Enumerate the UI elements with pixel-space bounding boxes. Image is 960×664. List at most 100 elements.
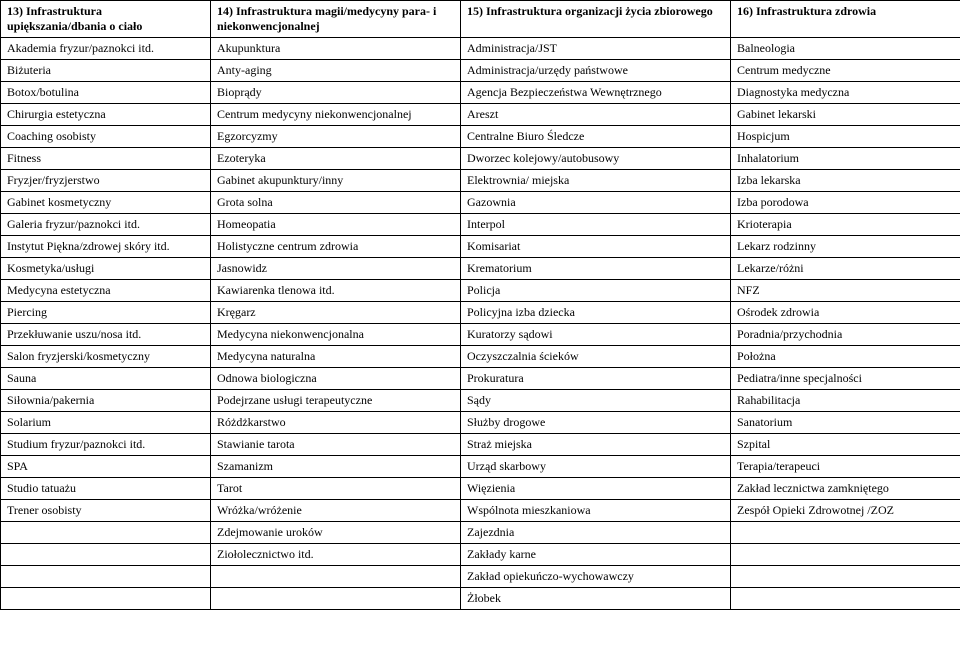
table-row: BiżuteriaAnty-agingAdministracja/urzędy … bbox=[1, 60, 960, 82]
table-cell bbox=[1, 522, 211, 544]
table-cell: Urząd skarbowy bbox=[461, 456, 731, 478]
table-cell: Tarot bbox=[211, 478, 461, 500]
table-cell: Izba porodowa bbox=[731, 192, 960, 214]
table-row: Żłobek bbox=[1, 588, 960, 610]
table-cell bbox=[211, 588, 461, 610]
table-cell: Służby drogowe bbox=[461, 412, 731, 434]
table-cell: Zakłady karne bbox=[461, 544, 731, 566]
table-cell: Przekłuwanie uszu/nosa itd. bbox=[1, 324, 211, 346]
table-cell: Zakład opiekuńczo-wychowawczy bbox=[461, 566, 731, 588]
table-cell: Gabinet kosmetyczny bbox=[1, 192, 211, 214]
table-cell: Dworzec kolejowy/autobusowy bbox=[461, 148, 731, 170]
table-cell: Inhalatorium bbox=[731, 148, 960, 170]
table-row: Zdejmowanie urokówZajezdnia bbox=[1, 522, 960, 544]
table-row: Przekłuwanie uszu/nosa itd.Medycyna niek… bbox=[1, 324, 960, 346]
col-header-1: 13) Infrastruktura upiększania/dbania o … bbox=[1, 1, 211, 38]
table-cell: Kosmetyka/usługi bbox=[1, 258, 211, 280]
col-header-2: 14) Infrastruktura magii/medycyny para- … bbox=[211, 1, 461, 38]
table-cell: Balneologia bbox=[731, 38, 960, 60]
table-cell: Zakład lecznictwa zamkniętego bbox=[731, 478, 960, 500]
table-row: Zakład opiekuńczo-wychowawczy bbox=[1, 566, 960, 588]
table-cell: Rahabilitacja bbox=[731, 390, 960, 412]
table-cell: Policyjna izba dziecka bbox=[461, 302, 731, 324]
table-cell: Homeopatia bbox=[211, 214, 461, 236]
table-cell: Szpital bbox=[731, 434, 960, 456]
table-cell: Gazownia bbox=[461, 192, 731, 214]
table-cell: Wspólnota mieszkaniowa bbox=[461, 500, 731, 522]
table-cell: Botox/botulina bbox=[1, 82, 211, 104]
table-cell: Wróżka/wróżenie bbox=[211, 500, 461, 522]
table-cell: Policja bbox=[461, 280, 731, 302]
table-cell: Szamanizm bbox=[211, 456, 461, 478]
table-cell bbox=[1, 566, 211, 588]
table-cell: Agencja Bezpieczeństwa Wewnętrznego bbox=[461, 82, 731, 104]
table-row: Fryzjer/fryzjerstwoGabinet akupunktury/i… bbox=[1, 170, 960, 192]
table-cell bbox=[211, 566, 461, 588]
table-cell: Centrum medyczne bbox=[731, 60, 960, 82]
table-row: Gabinet kosmetycznyGrota solnaGazowniaIz… bbox=[1, 192, 960, 214]
table-cell: Kawiarenka tlenowa itd. bbox=[211, 280, 461, 302]
table-cell: Solarium bbox=[1, 412, 211, 434]
table-cell: Centrum medycyny niekonwencjonalnej bbox=[211, 104, 461, 126]
table-cell: Akademia fryzur/paznokci itd. bbox=[1, 38, 211, 60]
table-cell: Studio tatuażu bbox=[1, 478, 211, 500]
table-cell bbox=[1, 588, 211, 610]
table-cell: Zajezdnia bbox=[461, 522, 731, 544]
table-cell: Administracja/JST bbox=[461, 38, 731, 60]
table-cell: Ziołolecznictwo itd. bbox=[211, 544, 461, 566]
table-cell bbox=[731, 544, 960, 566]
table-cell: Instytut Piękna/zdrowej skóry itd. bbox=[1, 236, 211, 258]
table-cell: Sądy bbox=[461, 390, 731, 412]
table-cell: NFZ bbox=[731, 280, 960, 302]
table-cell: SPA bbox=[1, 456, 211, 478]
table-cell: Administracja/urzędy państwowe bbox=[461, 60, 731, 82]
table-cell: Diagnostyka medyczna bbox=[731, 82, 960, 104]
table-cell: Zdejmowanie uroków bbox=[211, 522, 461, 544]
table-cell: Siłownia/pakernia bbox=[1, 390, 211, 412]
table-row: SolariumRóżdżkarstwoSłużby drogoweSanato… bbox=[1, 412, 960, 434]
table-row: Coaching osobistyEgzorcyzmyCentralne Biu… bbox=[1, 126, 960, 148]
table-cell: Biżuteria bbox=[1, 60, 211, 82]
table-cell: Stawianie tarota bbox=[211, 434, 461, 456]
table-cell: Odnowa biologiczna bbox=[211, 368, 461, 390]
table-cell: Interpol bbox=[461, 214, 731, 236]
table-cell: Trener osobisty bbox=[1, 500, 211, 522]
table-cell: Anty-aging bbox=[211, 60, 461, 82]
table-row: Trener osobistyWróżka/wróżenieWspólnota … bbox=[1, 500, 960, 522]
table-row: Ziołolecznictwo itd.Zakłady karne bbox=[1, 544, 960, 566]
table-row: Salon fryzjerski/kosmetycznyMedycyna nat… bbox=[1, 346, 960, 368]
table-cell: Oczyszczalnia ścieków bbox=[461, 346, 731, 368]
table-cell: Kuratorzy sądowi bbox=[461, 324, 731, 346]
table-cell: Prokuratura bbox=[461, 368, 731, 390]
table-cell: Lekarze/różni bbox=[731, 258, 960, 280]
table-cell bbox=[731, 522, 960, 544]
table-cell: Medycyna estetyczna bbox=[1, 280, 211, 302]
table-cell: Centralne Biuro Śledcze bbox=[461, 126, 731, 148]
table-cell: Położna bbox=[731, 346, 960, 368]
table-cell: Ezoteryka bbox=[211, 148, 461, 170]
table-cell: Chirurgia estetyczna bbox=[1, 104, 211, 126]
table-row: Galeria fryzur/paznokci itd.HomeopatiaIn… bbox=[1, 214, 960, 236]
table-cell: Areszt bbox=[461, 104, 731, 126]
table-cell: Gabinet lekarski bbox=[731, 104, 960, 126]
table-cell: Krematorium bbox=[461, 258, 731, 280]
table-header-row: 13) Infrastruktura upiększania/dbania o … bbox=[1, 1, 960, 38]
table-cell: Jasnowidz bbox=[211, 258, 461, 280]
table-row: Botox/botulinaBioprądyAgencja Bezpieczeń… bbox=[1, 82, 960, 104]
table-cell: Galeria fryzur/paznokci itd. bbox=[1, 214, 211, 236]
table-cell: Fryzjer/fryzjerstwo bbox=[1, 170, 211, 192]
table-cell: Straż miejska bbox=[461, 434, 731, 456]
table-cell: Gabinet akupunktury/inny bbox=[211, 170, 461, 192]
table-cell: Salon fryzjerski/kosmetyczny bbox=[1, 346, 211, 368]
table-cell: Medycyna niekonwencjonalna bbox=[211, 324, 461, 346]
table-cell: Izba lekarska bbox=[731, 170, 960, 192]
table-cell: Sanatorium bbox=[731, 412, 960, 434]
table-cell: Zespół Opieki Zdrowotnej /ZOZ bbox=[731, 500, 960, 522]
table-cell: Medycyna naturalna bbox=[211, 346, 461, 368]
table-cell: Pediatra/inne specjalności bbox=[731, 368, 960, 390]
table-cell: Grota solna bbox=[211, 192, 461, 214]
table-cell: Podejrzane usługi terapeutyczne bbox=[211, 390, 461, 412]
table-row: Chirurgia estetycznaCentrum medycyny nie… bbox=[1, 104, 960, 126]
table-cell: Coaching osobisty bbox=[1, 126, 211, 148]
table-cell bbox=[1, 544, 211, 566]
